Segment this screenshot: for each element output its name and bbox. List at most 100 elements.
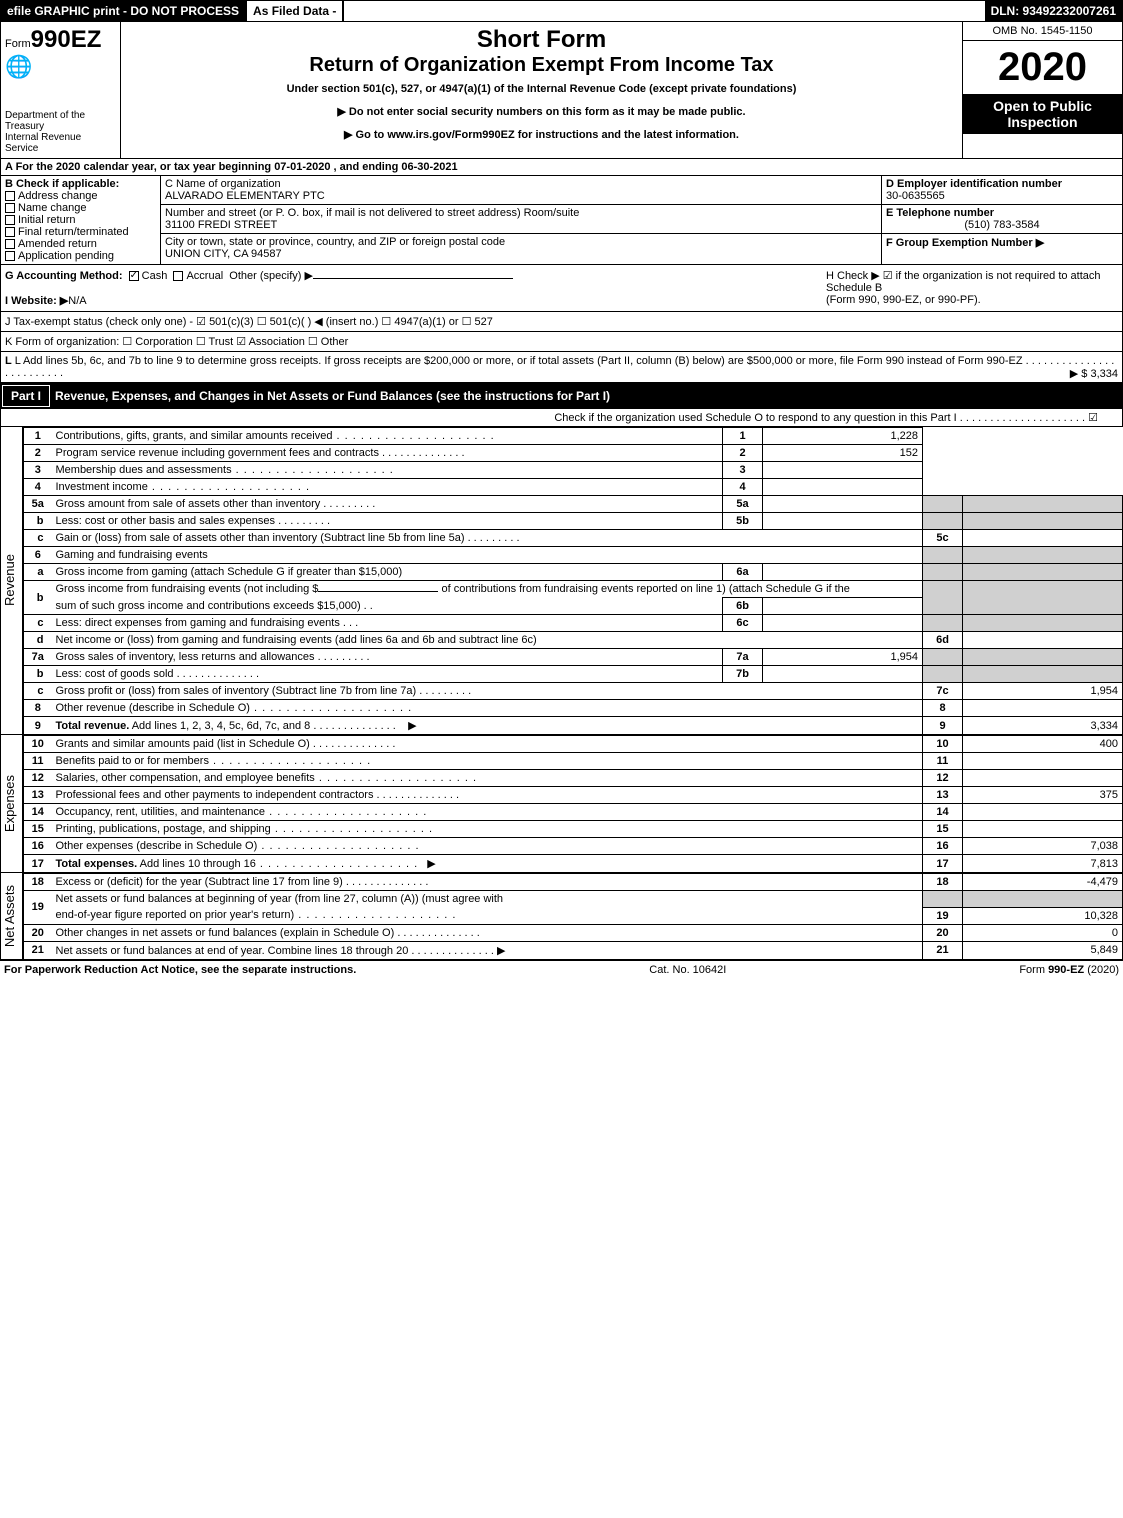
short-form-title: Short Form (125, 26, 958, 54)
form-num: 990EZ (31, 26, 102, 53)
part1-label: Part I (2, 385, 50, 407)
netassets-table: 18Excess or (deficit) for the year (Subt… (23, 873, 1123, 960)
ein-label: D Employer identification number (886, 178, 1062, 190)
table-row: 21Net assets or fund balances at end of … (24, 941, 1123, 959)
table-row: 20Other changes in net assets or fund ba… (24, 924, 1123, 941)
chk-initial[interactable] (5, 215, 15, 225)
table-row: cGain or (loss) from sale of assets othe… (24, 530, 1123, 547)
row-l: L L Add lines 5b, 6c, and 7b to line 9 t… (0, 352, 1123, 383)
col-c: C Name of organization ALVARADO ELEMENTA… (161, 176, 882, 264)
table-row: 14Occupancy, rent, utilities, and mainte… (24, 804, 1123, 821)
footer-mid: Cat. No. 10642I (649, 964, 726, 976)
asfiled-label: As Filed Data - (245, 1, 344, 21)
b-address: Address change (18, 190, 98, 202)
table-row: 1Contributions, gifts, grants, and simil… (24, 428, 1123, 445)
under-section: Under section 501(c), 527, or 4947(a)(1)… (125, 83, 958, 95)
expenses-table: 10Grants and similar amounts paid (list … (23, 735, 1123, 873)
netassets-section: Net Assets 18Excess or (deficit) for the… (0, 873, 1123, 960)
l-text: L Add lines 5b, 6c, and 7b to line 9 to … (15, 355, 1023, 367)
table-row: cGross profit or (loss) from sales of in… (24, 683, 1123, 700)
g-accrual: Accrual (186, 270, 223, 282)
chk-cash[interactable] (129, 271, 139, 281)
table-row: 2Program service revenue including gover… (24, 445, 1123, 462)
g-other: Other (specify) ▶ (229, 270, 313, 282)
b-pending: Application pending (18, 250, 114, 262)
tax-year: 2020 (963, 41, 1122, 94)
table-row: 17Total expenses. Add lines 10 through 1… (24, 855, 1123, 873)
table-row: bLess: cost or other basis and sales exp… (24, 513, 1123, 530)
group-exemption-label: F Group Exemption Number ▶ (886, 237, 1044, 249)
table-row: 4Investment income4 (24, 479, 1123, 496)
open-public: Open to Public Inspection (963, 94, 1122, 134)
chk-final[interactable] (5, 227, 15, 237)
street: 31100 FREDI STREET (165, 219, 877, 231)
table-row: 6Gaming and fundraising events (24, 547, 1123, 564)
globe-icon: 🌐 (5, 54, 116, 80)
row-a: A For the 2020 calendar year, or tax yea… (0, 159, 1123, 176)
row-j: J Tax-exempt status (check only one) - ☑… (0, 312, 1123, 332)
chk-accrual[interactable] (173, 271, 183, 281)
table-row: 5aGross amount from sale of assets other… (24, 496, 1123, 513)
omb-number: OMB No. 1545-1150 (963, 22, 1122, 41)
h-text: H Check ▶ ☑ if the organization is not r… (826, 269, 1118, 294)
table-row: 8Other revenue (describe in Schedule O)8 (24, 700, 1123, 717)
chk-address[interactable] (5, 191, 15, 201)
table-row: 10Grants and similar amounts paid (list … (24, 736, 1123, 753)
city-label: City or town, state or province, country… (165, 236, 877, 248)
table-row: 13Professional fees and other payments t… (24, 787, 1123, 804)
b-amended: Amended return (18, 238, 97, 250)
row-k: K Form of organization: ☐ Corporation ☐ … (0, 332, 1123, 352)
form-header: Form990EZ 🌐 Department of the Treasury I… (0, 22, 1123, 159)
return-title: Return of Organization Exempt From Incom… (125, 54, 958, 77)
h-sub: (Form 990, 990-EZ, or 990-PF). (826, 294, 1118, 306)
expenses-section: Expenses 10Grants and similar amounts pa… (0, 735, 1123, 873)
section-bcd: B Check if applicable: Address change Na… (0, 176, 1123, 265)
efile-label: efile GRAPHIC print - DO NOT PROCESS (1, 1, 245, 21)
website: N/A (68, 295, 86, 307)
table-row: 11Benefits paid to or for members11 (24, 753, 1123, 770)
arrow-goto: ▶ Go to www.irs.gov/Form990EZ for instru… (125, 128, 958, 141)
dept-label: Department of the Treasury Internal Reve… (5, 110, 116, 154)
dln-label: DLN: 93492232007261 (985, 1, 1122, 21)
arrow-ssn: ▶ Do not enter social security numbers o… (125, 105, 958, 118)
g-label: G Accounting Method: (5, 270, 123, 282)
footer-right: Form 990-EZ (2020) (1019, 964, 1119, 976)
table-row: bLess: cost of goods sold7b (24, 666, 1123, 683)
city: UNION CITY, CA 94587 (165, 248, 877, 260)
revenue-table: 1Contributions, gifts, grants, and simil… (23, 427, 1123, 735)
col-b: B Check if applicable: Address change Na… (1, 176, 161, 264)
l-amount: ▶ $ 3,334 (1070, 367, 1118, 380)
topbar: efile GRAPHIC print - DO NOT PROCESS As … (0, 0, 1123, 22)
table-row: 7aGross sales of inventory, less returns… (24, 649, 1123, 666)
form-prefix: Form (5, 38, 31, 50)
col-d: D Employer identification number 30-0635… (882, 176, 1122, 264)
dept-treasury: Department of the Treasury (5, 110, 116, 132)
c-name-label: C Name of organization (165, 178, 877, 190)
part1-header: Part I Revenue, Expenses, and Changes in… (0, 383, 1123, 409)
table-row: 16Other expenses (describe in Schedule O… (24, 838, 1123, 855)
revenue-section: Revenue 1Contributions, gifts, grants, a… (0, 427, 1123, 735)
netassets-vlabel: Net Assets (2, 885, 22, 947)
b-label: B Check if applicable: (5, 178, 119, 190)
chk-name[interactable] (5, 203, 15, 213)
chk-pending[interactable] (5, 251, 15, 261)
org-name: ALVARADO ELEMENTARY PTC (165, 190, 877, 202)
chk-amended[interactable] (5, 239, 15, 249)
row-g-h: G Accounting Method: Cash Accrual Other … (0, 265, 1123, 312)
table-row: 9Total revenue. Total revenue. Add lines… (24, 717, 1123, 735)
row-a-text: A For the 2020 calendar year, or tax yea… (5, 161, 458, 173)
expenses-vlabel: Expenses (2, 775, 22, 832)
table-row: end-of-year figure reported on prior yea… (24, 907, 1123, 924)
footer: For Paperwork Reduction Act Notice, see … (0, 960, 1123, 979)
table-row: 15Printing, publications, postage, and s… (24, 821, 1123, 838)
ein: 30-0635565 (886, 190, 945, 202)
table-row: aGross income from gaming (attach Schedu… (24, 564, 1123, 581)
table-row: 18Excess or (deficit) for the year (Subt… (24, 874, 1123, 891)
street-label: Number and street (or P. O. box, if mail… (165, 207, 877, 219)
b-final: Final return/terminated (18, 226, 129, 238)
b-name: Name change (18, 202, 87, 214)
table-row: 3Membership dues and assessments3 (24, 462, 1123, 479)
i-label: I Website: ▶ (5, 295, 68, 307)
table-row: 12Salaries, other compensation, and empl… (24, 770, 1123, 787)
table-row: 19Net assets or fund balances at beginni… (24, 891, 1123, 908)
